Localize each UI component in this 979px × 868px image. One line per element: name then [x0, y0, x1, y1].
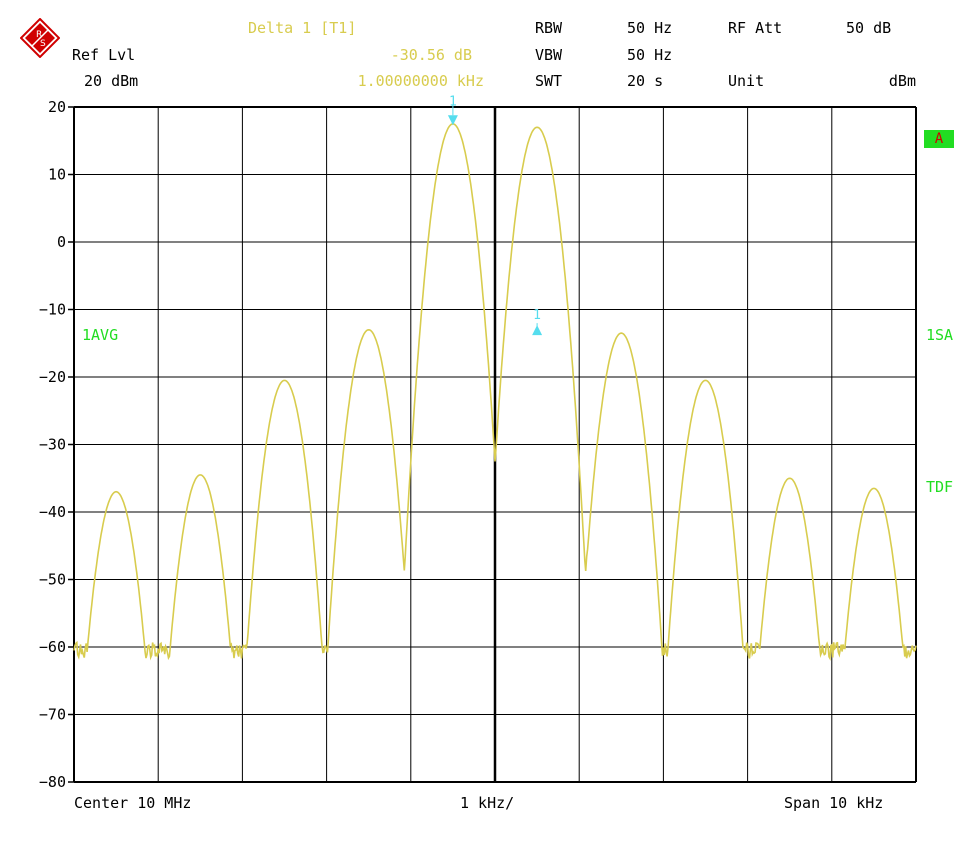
marker-title: Delta 1 [T1] — [248, 19, 357, 37]
vbw-value: 50 Hz — [627, 46, 673, 64]
marker-level: -30.56 dB — [390, 46, 472, 64]
y-tick-label: 0 — [57, 233, 66, 251]
ref-level-value: 20 dBm — [84, 72, 139, 90]
y-tick-label: −10 — [39, 301, 66, 319]
swt-label: SWT — [535, 72, 563, 90]
markers: 11 — [447, 94, 543, 336]
marker-number-label: 1 — [533, 308, 541, 323]
span-label: Span 10 kHz — [784, 794, 884, 812]
marker-triangle — [447, 115, 458, 126]
swt-value: 20 s — [627, 72, 664, 90]
marker-number-label: 1 — [449, 94, 457, 109]
marker-frequency: 1.00000000 kHz — [357, 72, 484, 90]
y-tick-label: 10 — [48, 166, 66, 184]
trace-mode-label: 1AVG — [82, 326, 119, 344]
y-tick-label: −20 — [39, 368, 66, 386]
center-frequency-label: Center 10 MHz — [74, 794, 192, 812]
y-tick-label: −30 — [39, 436, 66, 454]
sweep-count-label: 1SA — [926, 326, 954, 344]
trace-a-badge: A — [924, 130, 954, 148]
tdf-label: TDF — [926, 478, 954, 496]
y-tick-label: −70 — [39, 706, 66, 724]
spectrum-trace — [73, 123, 917, 661]
division-label: 1 kHz/ — [460, 794, 515, 812]
rbw-label: RBW — [535, 19, 563, 37]
rs-logo-icon: R S — [20, 18, 60, 58]
grid — [68, 106, 917, 783]
rf-att-label: RF Att — [728, 19, 783, 37]
y-tick-label: 20 — [48, 98, 66, 116]
vbw-label: VBW — [535, 46, 563, 64]
y-tick-label: −40 — [39, 503, 66, 521]
y-tick-labels: 20 10 0 −10 −20 −30 −40 −50 −60 −70 −80 — [39, 98, 66, 791]
unit-value: dBm — [888, 72, 916, 90]
y-tick-label: −50 — [39, 571, 66, 589]
svg-text:R: R — [36, 30, 42, 40]
svg-text:S: S — [40, 39, 46, 49]
y-tick-label: −60 — [39, 638, 66, 656]
rf-att-value: 50 dB — [846, 19, 892, 37]
ref-level-label: Ref Lvl — [72, 46, 136, 64]
unit-label: Unit — [728, 72, 765, 90]
y-tick-label: −80 — [39, 773, 66, 791]
rbw-value: 50 Hz — [627, 19, 673, 37]
